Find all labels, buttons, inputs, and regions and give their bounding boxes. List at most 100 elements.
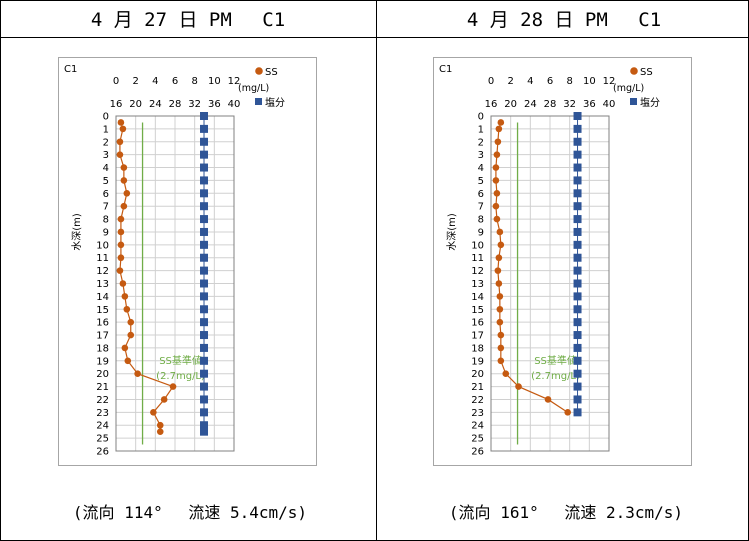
legend-salinity-marker [630,98,637,105]
y-tick-label: 21 [471,382,484,393]
salinity-axis-tick-label: 16 [485,99,498,110]
ss-axis-tick-label: 10 [208,76,221,87]
salinity-axis-tick-label: 24 [524,99,537,110]
y-tick-label: 2 [103,137,109,148]
ss-point [116,151,124,158]
salinity-point [200,227,209,236]
ss-point [497,119,505,126]
salinity-axis-tick-label: 36 [208,99,221,110]
y-tick-label: 16 [96,318,109,329]
salinity-point [573,356,582,365]
salinity-point [200,279,209,288]
y-tick-label: 19 [96,356,109,367]
y-tick-label: 0 [103,112,109,123]
salinity-point [200,395,209,404]
ss-point [134,370,141,377]
y-tick-label: 18 [96,343,109,354]
ss-axis-tick-label: 2 [132,76,138,87]
y-tick-label: 10 [96,240,109,251]
salinity-point [573,331,582,340]
panel-header-left: 4 月 27 日 PM C1 [91,9,285,31]
ss-point [495,280,503,287]
y-tick-label: 14 [96,292,109,303]
legend-ss-label: SS [640,67,653,78]
salinity-point [573,408,582,417]
ss-standard-label: SS基準値 [534,354,577,367]
y-tick-label: 12 [96,266,109,277]
ss-point [117,241,125,249]
station-label: C1 [439,64,452,75]
legend-salinity-label: 塩分 [265,96,285,109]
y-tick-label: 23 [471,408,484,419]
ss-point [515,383,522,390]
y-tick-label: 9 [478,227,484,238]
ss-point [493,190,501,197]
y-tick-label: 1 [103,124,109,135]
y-tick-label: 1 [478,124,484,135]
salinity-point [200,382,209,391]
ss-point [494,267,502,274]
ss-point [156,428,164,435]
y-tick-label: 5 [103,176,109,187]
ss-point [169,383,177,390]
ss-point [156,421,164,429]
y-tick-label: 7 [478,202,484,213]
panel-footer-left: (流向 114° 流速 5.4cm/s) [73,503,307,522]
salinity-point [573,124,582,133]
salinity-point [200,124,209,133]
y-tick-label: 24 [96,421,109,432]
salinity-point [573,240,582,249]
salinity-point [200,215,209,224]
ss-point [119,125,127,133]
ss-standard-value-label: (2.7mg/L) [156,371,205,382]
salinity-point [573,395,582,404]
chart-frame-left [58,57,317,466]
salinity-axis-tick-label: 20 [129,99,142,110]
salinity-point [200,331,209,340]
salinity-axis-tick-label: 32 [188,99,201,110]
legend-salinity-label: 塩分 [640,96,660,109]
ss-axis-tick-label: 0 [488,76,494,87]
ss-axis-tick-label: 4 [527,76,533,87]
depth-profile-chart-right: 0123456789101112131415161718192021222324… [439,64,660,458]
y-tick-label: 14 [471,292,484,303]
y-tick-label: 0 [478,112,484,123]
salinity-point [573,253,582,262]
y-tick-label: 12 [471,266,484,277]
salinity-point [200,112,209,120]
y-axis-title: 水深(m) [71,213,83,251]
salinity-axis-tick-label: 28 [544,99,557,110]
salinity-axis-tick-label: 40 [228,99,241,110]
y-tick-label: 20 [96,369,109,380]
ss-point [123,190,131,197]
ss-point [544,396,552,403]
y-tick-label: 5 [478,176,484,187]
ss-point [121,293,129,300]
ss-point [117,254,125,262]
salinity-point [573,266,582,275]
ss-point [120,164,128,171]
salinity-point [200,266,209,275]
y-tick-label: 16 [471,318,484,329]
salinity-point [573,189,582,198]
plot-area-border [490,115,610,452]
salinity-point [200,240,209,249]
salinity-point [573,150,582,159]
ss-standard-label: SS基準値 [159,354,202,367]
salinity-axis-tick-label: 36 [583,99,596,110]
y-tick-label: 22 [471,395,484,406]
salinity-axis-tick-label: 24 [149,99,162,110]
y-tick-label: 3 [478,150,484,161]
y-tick-label: 26 [471,447,484,458]
y-tick-label: 11 [96,253,109,264]
y-tick-label: 13 [471,279,484,290]
salinity-point [200,137,209,146]
ss-point [124,357,132,365]
ss-axis-tick-label: 12 [228,76,241,87]
ss-point [497,344,505,352]
ss-axis-tick-label: 6 [547,76,553,87]
salinity-point [573,202,582,211]
y-tick-label: 13 [96,279,109,290]
y-tick-label: 3 [103,150,109,161]
